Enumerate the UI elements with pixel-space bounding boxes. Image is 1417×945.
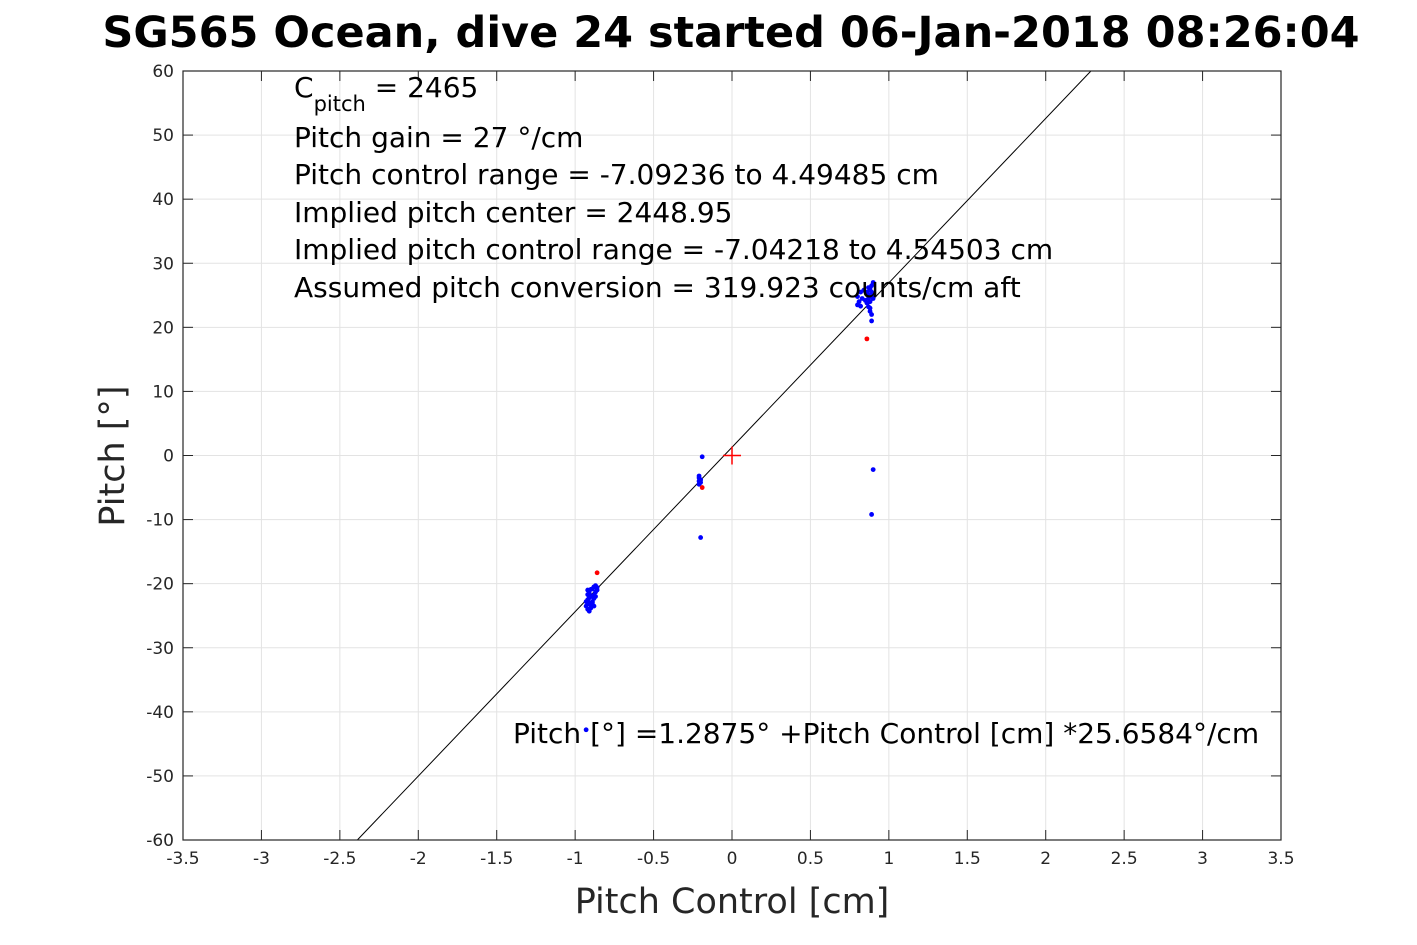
x-tick-label: -2 — [410, 849, 427, 869]
data-point — [585, 592, 591, 597]
y-tick-label: -40 — [146, 703, 174, 723]
data-point — [699, 485, 705, 490]
y-tick-label: -20 — [146, 575, 174, 595]
x-tick-label: 2.5 — [1111, 849, 1138, 869]
data-point — [698, 535, 704, 540]
data-point — [696, 473, 702, 479]
annotation-line: Implied pitch center = 2448.95 — [294, 196, 732, 229]
x-tick-label: 2 — [1040, 849, 1051, 869]
data-point — [594, 570, 600, 576]
x-tick-label: -2.5 — [323, 849, 356, 869]
x-tick-label: 0 — [727, 849, 738, 869]
y-tick-label: 0 — [163, 447, 174, 467]
x-tick-label: 1.5 — [954, 849, 981, 869]
y-tick-label: -30 — [146, 639, 174, 659]
data-point — [855, 294, 860, 299]
annotation-line: Implied pitch control range = -7.04218 t… — [294, 233, 1053, 266]
y-tick-label: -10 — [146, 511, 174, 531]
data-point — [586, 606, 592, 612]
data-point — [856, 299, 862, 305]
data-point — [594, 587, 600, 593]
data-point — [699, 454, 705, 460]
y-tick-label: 40 — [152, 190, 174, 210]
x-tick-label: 3.5 — [1267, 849, 1294, 869]
chart-title: SG565 Ocean, dive 24 started 06-Jan-2018… — [102, 8, 1359, 58]
cpitch-main: C — [294, 71, 314, 104]
y-tick-label: 20 — [152, 318, 174, 338]
annotation-line: Pitch gain = 27 °/cm — [294, 121, 583, 154]
data-point — [867, 305, 873, 311]
x-tick-label: -1.5 — [480, 849, 513, 869]
y-tick-label: -50 — [146, 767, 174, 787]
y-tick-label: 60 — [152, 62, 174, 82]
y-tick-label: 30 — [152, 254, 174, 274]
cpitch-annotation: Cpitch = 2465 — [294, 71, 478, 116]
y-tick-label: -60 — [146, 831, 174, 851]
annotation-line: Pitch control range = -7.09236 to 4.4948… — [294, 158, 939, 191]
ticks: -3.5 -3 -2.5 -2 -1.5 -1 -0.5 0 0.5 1 1.5 2 2.5 3 3.5 60… — [146, 62, 1294, 869]
data-point — [591, 584, 597, 590]
data-point — [583, 727, 589, 733]
data-point — [869, 512, 875, 517]
cpitch-subscript: pitch — [314, 92, 366, 116]
x-tick-label: -0.5 — [637, 849, 670, 869]
data-point — [870, 467, 876, 472]
data-point — [866, 296, 871, 301]
y-tick-label: 10 — [152, 382, 174, 402]
y-tick-label: 50 — [152, 126, 174, 146]
annotations: Cpitch = 2465 Pitch gain = 27 °/cm Pitch… — [294, 71, 1259, 750]
fit-equation: Pitch [°] =1.2875° +Pitch Control [cm] *… — [513, 717, 1259, 750]
x-tick-label: 1 — [883, 849, 894, 869]
x-tick-label: -1 — [567, 849, 584, 869]
data-point — [698, 480, 704, 485]
data-point — [864, 336, 870, 342]
data-point — [858, 303, 864, 309]
x-tick-label: -3 — [253, 849, 270, 869]
x-tick-label: 0.5 — [797, 849, 824, 869]
x-axis-label: Pitch Control [cm] — [575, 882, 890, 922]
data-point — [585, 601, 591, 607]
center-marker-group — [723, 446, 741, 465]
data-point — [869, 312, 875, 317]
data-point — [593, 594, 598, 599]
x-tick-label: 3 — [1197, 849, 1208, 869]
annotation-line: Assumed pitch conversion = 319.923 count… — [294, 271, 1021, 304]
data-point — [867, 287, 873, 293]
y-axis-label: Pitch [°] — [93, 385, 133, 526]
data-points — [583, 280, 876, 733]
data-point — [591, 603, 597, 609]
data-point — [869, 318, 875, 324]
cpitch-value: = 2465 — [366, 71, 479, 104]
x-tick-label: -3.5 — [166, 849, 199, 869]
